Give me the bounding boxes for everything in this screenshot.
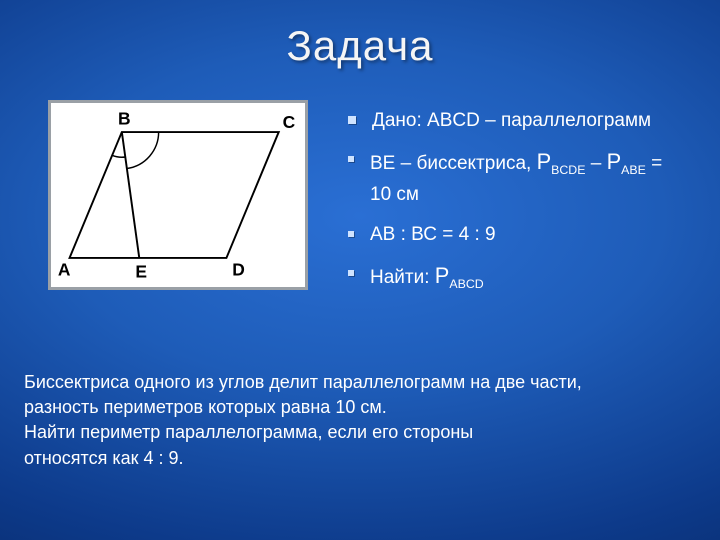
vertex-label-d: D	[232, 259, 245, 279]
bullet-item: Дано: ABCD – параллелограмм	[348, 106, 680, 135]
slide-title: Задача	[0, 0, 720, 70]
bullet-icon	[348, 156, 354, 162]
bullet-icon	[348, 270, 354, 276]
geometry-figure: A B C D E	[48, 100, 308, 290]
bullet-text: Дано: ABCD – параллелограмм	[372, 106, 680, 135]
vertex-label-e: E	[135, 261, 147, 281]
bullet-item: Найти: РABCD	[348, 259, 680, 294]
parallelogram-svg: A B C D E	[51, 103, 305, 287]
bullet-text: АВ : ВС = 4 : 9	[370, 220, 680, 249]
bullet-text: Найти: РABCD	[370, 259, 680, 294]
vertex-label-b: B	[118, 108, 131, 128]
bullet-icon	[348, 116, 356, 124]
given-list: Дано: ABCD – параллелограмм ВЕ – биссект…	[348, 100, 680, 304]
bullet-item: ВЕ – биссектриса, РBCDE – РABE = 10 см	[348, 145, 680, 209]
content-row: A B C D E Дано: ABCD – параллелограмм ВЕ…	[0, 100, 720, 304]
problem-statement: Биссектриса одного из углов делит паралл…	[24, 370, 696, 471]
bullet-item: АВ : ВС = 4 : 9	[348, 220, 680, 249]
vertex-label-a: A	[58, 259, 71, 279]
bullet-icon	[348, 231, 354, 237]
bullet-text: ВЕ – биссектриса, РBCDE – РABE = 10 см	[370, 145, 680, 209]
vertex-label-c: C	[283, 112, 296, 132]
